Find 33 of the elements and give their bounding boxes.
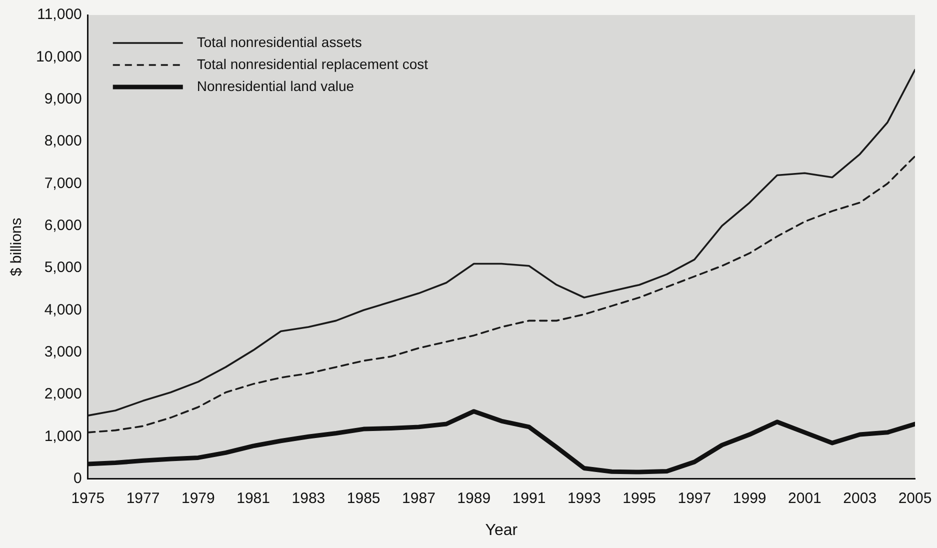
legend-label: Total nonresidential assets <box>196 34 362 50</box>
x-tick-label: 1977 <box>126 490 160 507</box>
x-tick-label: 1987 <box>402 490 436 507</box>
y-tick-label: 5,000 <box>44 259 82 276</box>
x-tick-label: 2001 <box>788 490 822 507</box>
x-tick-label: 2005 <box>898 490 932 507</box>
y-tick-label: 2,000 <box>44 386 82 403</box>
y-tick-label: 1,000 <box>44 428 82 445</box>
y-tick-label: 3,000 <box>44 343 82 360</box>
x-tick-label: 1979 <box>181 490 215 507</box>
y-tick-label: 0 <box>74 470 82 487</box>
x-tick-label: 1985 <box>346 490 380 507</box>
x-tick-label: 2003 <box>843 490 877 507</box>
legend-label: Total nonresidential replacement cost <box>196 56 428 72</box>
x-axis-title: Year <box>485 522 518 539</box>
legend-label: Nonresidential land value <box>196 78 354 94</box>
y-tick-label: 8,000 <box>44 132 82 150</box>
x-tick-label: 1983 <box>292 490 326 507</box>
y-tick-label: 10,000 <box>36 48 82 66</box>
x-tick-label: 1999 <box>732 490 766 507</box>
y-tick-label: 4,000 <box>44 301 82 318</box>
y-tick-label: 11,000 <box>37 6 82 24</box>
x-tick-label: 1989 <box>457 490 491 507</box>
x-tick-label: 1995 <box>622 490 656 507</box>
x-tick-label: 1981 <box>236 490 270 507</box>
y-tick-label: 7,000 <box>44 174 82 192</box>
x-tick-label: 1997 <box>678 490 712 507</box>
x-tick-label: 1991 <box>512 490 546 507</box>
y-axis-title: $ billions <box>8 218 26 276</box>
x-tick-label: 1993 <box>567 490 601 507</box>
y-tick-label: 9,000 <box>44 90 82 108</box>
y-tick-label: 6,000 <box>44 216 82 234</box>
x-tick-label: 1975 <box>71 490 105 507</box>
